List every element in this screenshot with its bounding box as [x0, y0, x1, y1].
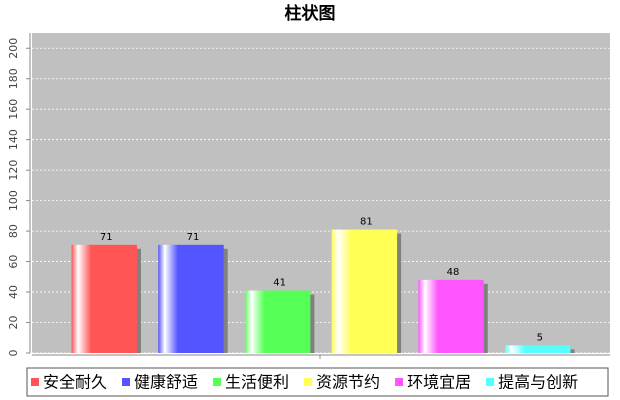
value-label: 48: [447, 267, 460, 278]
bar: [158, 244, 224, 353]
y-tick-label: 100: [7, 190, 20, 211]
y-tick-label: 80: [7, 224, 20, 238]
y-tick-label: 180: [7, 68, 20, 89]
bar: [505, 345, 571, 353]
bar: [331, 229, 398, 353]
legend-label: 生活便利: [225, 373, 289, 392]
legend-swatch: [395, 378, 404, 386]
y-tick-label: 60: [7, 255, 20, 269]
y-tick-label: 20: [7, 316, 20, 330]
legend-label: 资源节约: [316, 373, 380, 392]
legend-swatch: [122, 378, 131, 386]
y-tick-label: 140: [7, 129, 20, 150]
y-tick-label: 200: [7, 38, 20, 59]
legend: [26, 367, 609, 397]
legend-swatch: [213, 378, 222, 386]
chart-title: 柱状图: [285, 3, 336, 24]
legend-swatch: [304, 378, 313, 386]
value-label: 5: [537, 332, 543, 343]
value-label: 71: [187, 232, 200, 243]
y-tick-label: 0: [7, 350, 20, 357]
y-tick-label: 40: [7, 285, 20, 299]
legend-label: 提高与创新: [498, 373, 578, 392]
bar: [418, 279, 484, 353]
legend-label: 安全耐久: [43, 373, 107, 392]
legend-swatch: [486, 378, 495, 386]
value-label: 81: [360, 217, 373, 228]
legend-swatch: [31, 378, 39, 386]
bar: [244, 290, 311, 353]
value-label: 71: [100, 232, 113, 243]
bar: [71, 244, 137, 353]
y-tick-label: 120: [7, 160, 20, 181]
legend-label: 环境宜居: [407, 373, 471, 392]
value-label: 41: [273, 278, 286, 289]
legend-label: 健康舒适: [134, 373, 198, 392]
y-tick-label: 160: [7, 99, 20, 120]
